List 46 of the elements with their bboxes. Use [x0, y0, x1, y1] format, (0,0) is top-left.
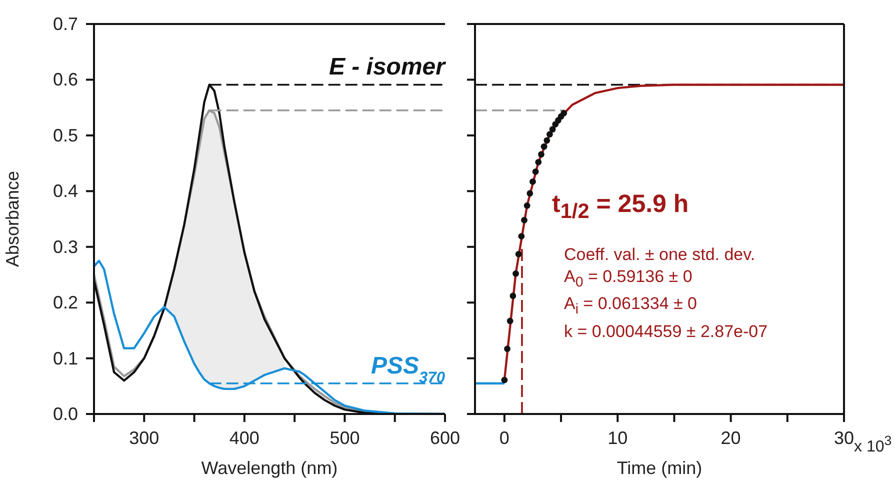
y-tick-label: 0.5 — [52, 125, 78, 146]
x-axis-title: Wavelength (nm) — [201, 458, 338, 478]
point — [504, 346, 510, 352]
x-tick-label: 10 — [608, 428, 628, 448]
text: x 10$^{3}$ — [854, 433, 892, 456]
series-label: PSS$_{370}$ — [370, 352, 446, 386]
x-tick-label: 0 — [499, 428, 510, 448]
point — [515, 250, 522, 258]
point — [526, 190, 534, 197]
x-tick-label: 20 — [720, 428, 741, 448]
y-axis-title: Absorbance — [2, 170, 22, 268]
point — [506, 318, 514, 324]
series-label: E - isomer — [328, 54, 447, 81]
y-tick-label: 0.0 — [52, 404, 78, 424]
y-tick-label: 0.7 — [52, 14, 78, 34]
y-tick-label: 0.2 — [52, 292, 78, 313]
point — [538, 151, 544, 158]
annotation: k = 0.00044559 ± 2.87e-07 — [564, 320, 768, 343]
point — [532, 168, 539, 175]
y-tick-label: 0.1 — [52, 348, 78, 368]
x-tick-label: 300 — [129, 428, 160, 448]
point — [546, 131, 553, 138]
annotation: A$_{i}$ = 0.061334 ± 0 — [564, 293, 698, 320]
point — [524, 202, 530, 209]
x-axis-title: Time (min) — [616, 458, 702, 478]
x-tick-label: 600 — [430, 428, 460, 448]
point — [521, 216, 528, 224]
y-tick-label: 0.3 — [52, 236, 78, 257]
point — [530, 178, 536, 185]
point — [510, 292, 516, 300]
annotation: t$_{1/2}$ = 25.9 h — [552, 190, 690, 224]
annotation: A$_{0}$ = 0.59136 ± 0 — [564, 266, 694, 292]
point — [501, 376, 508, 384]
point — [518, 233, 525, 240]
point — [549, 126, 556, 132]
point — [512, 270, 519, 277]
point — [544, 137, 550, 144]
point — [535, 158, 542, 166]
point — [560, 110, 568, 116]
point — [540, 143, 548, 150]
x-tick-label: 30 — [834, 428, 854, 448]
x-tick-label: 500 — [330, 428, 360, 448]
x-tick-label: 400 — [229, 428, 260, 448]
annotation: Coeff. val. ± one std. dev. — [564, 244, 756, 266]
y-tick-label: 0.6 — [52, 70, 78, 90]
y-tick-label: 0.4 — [52, 181, 78, 202]
